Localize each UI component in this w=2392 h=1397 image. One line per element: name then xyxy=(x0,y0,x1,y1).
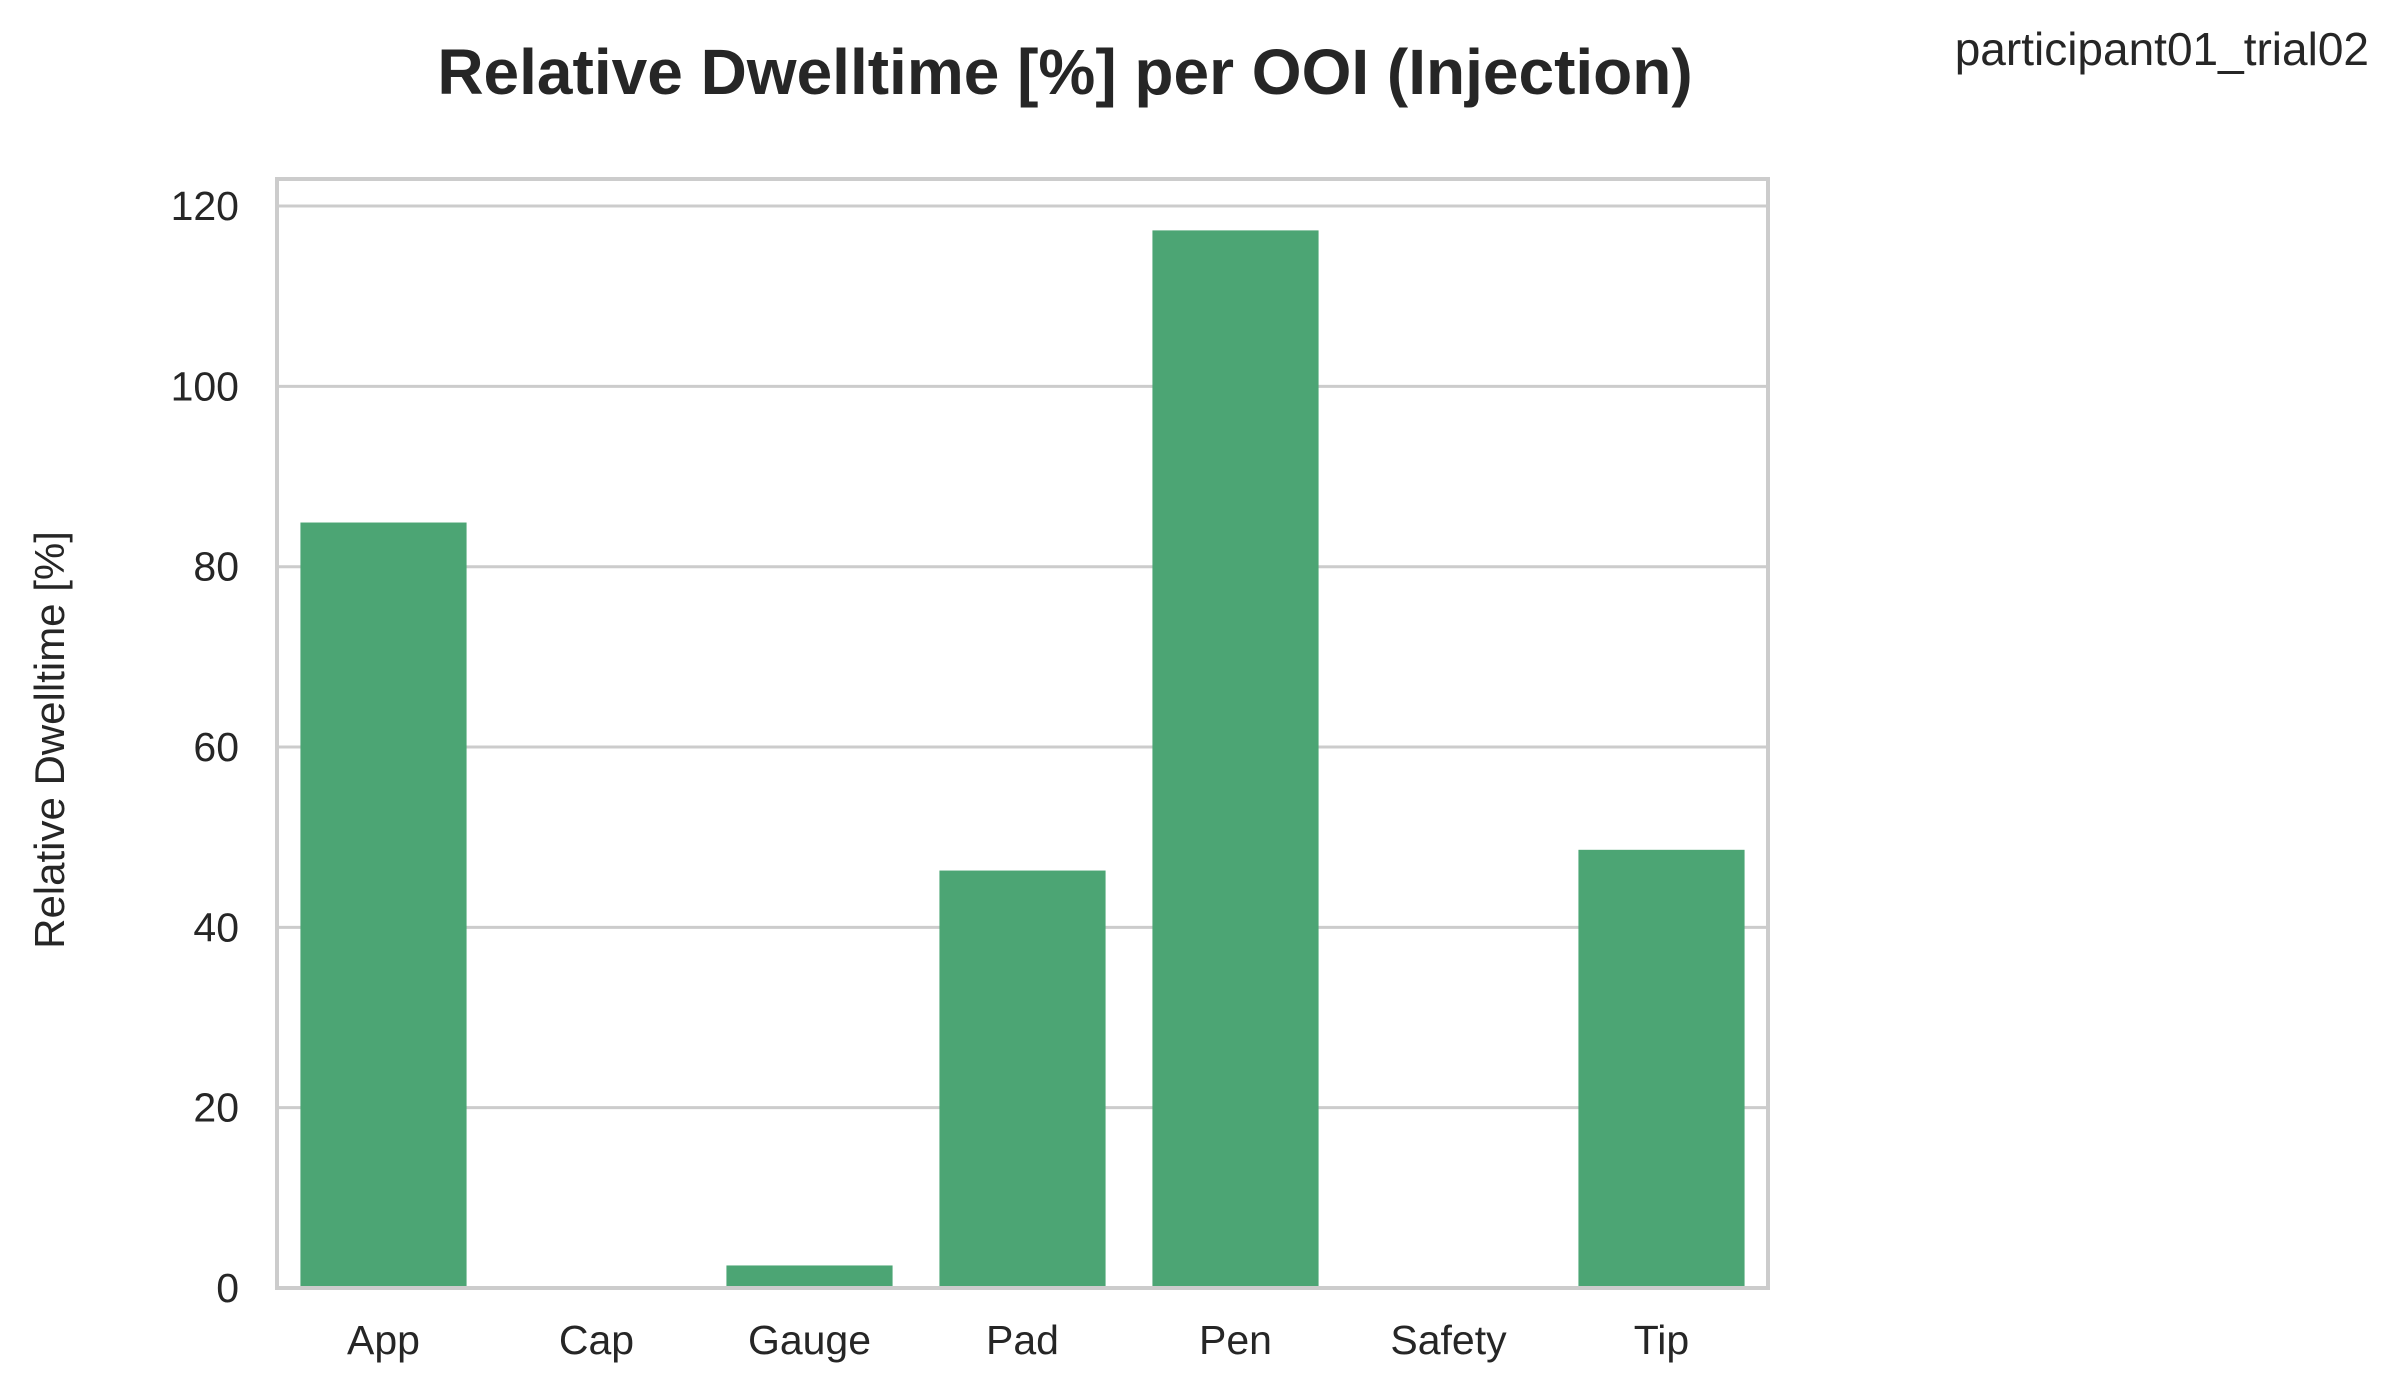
x-tick-label-safety: Safety xyxy=(1390,1317,1507,1363)
y-tick-label: 80 xyxy=(193,544,239,590)
x-tick-labels: App Cap Gauge Pad Pen Safety Tip xyxy=(347,1317,1689,1363)
bar-gauge xyxy=(726,1265,893,1288)
y-tick-labels: 0 20 40 60 80 100 120 xyxy=(171,183,239,1311)
x-tick-label-tip: Tip xyxy=(1634,1317,1689,1363)
x-tick-label-app: App xyxy=(347,1317,420,1363)
y-tick-label: 40 xyxy=(193,904,239,950)
x-tick-label-pen: Pen xyxy=(1199,1317,1272,1363)
y-tick-label: 60 xyxy=(193,724,239,770)
bar-tip xyxy=(1578,849,1745,1288)
y-tick-label: 100 xyxy=(171,363,239,409)
y-tick-label: 0 xyxy=(216,1265,239,1311)
trial-annotation: participant01_trial02 xyxy=(1955,23,2369,75)
y-axis-label: Relative Dwelltime [%] xyxy=(26,531,73,949)
bar-app xyxy=(300,522,467,1288)
x-tick-label-gauge: Gauge xyxy=(748,1317,871,1363)
bars xyxy=(300,230,1745,1288)
y-tick-label: 120 xyxy=(171,183,239,229)
bar-pad xyxy=(939,870,1106,1288)
plot-frame xyxy=(275,177,1770,1290)
bar-pen xyxy=(1152,230,1319,1288)
x-tick-label-cap: Cap xyxy=(559,1317,634,1363)
y-tick-label: 20 xyxy=(193,1085,239,1131)
chart-title: Relative Dwelltime [%] per OOI (Injectio… xyxy=(437,36,1692,108)
x-tick-label-pad: Pad xyxy=(986,1317,1059,1363)
